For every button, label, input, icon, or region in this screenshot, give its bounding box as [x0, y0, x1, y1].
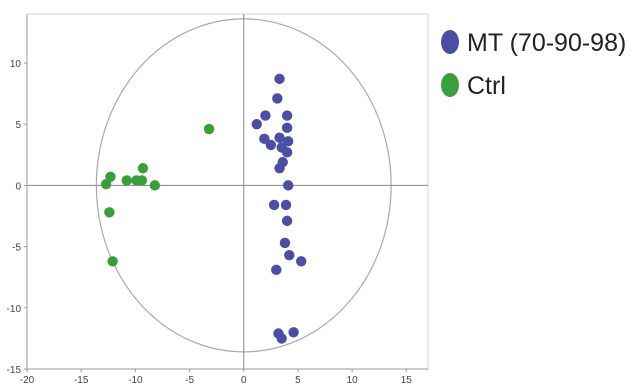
x-tick-label: -5 [185, 375, 194, 386]
ctrl-point [203, 123, 215, 135]
ctrl-point [137, 163, 149, 174]
mt-point [271, 264, 282, 276]
mt-point [295, 256, 307, 267]
mt-point [274, 163, 285, 174]
mt-point [276, 333, 287, 344]
mt-point [281, 110, 293, 121]
mt-point [279, 237, 291, 249]
ctrl-point [149, 180, 161, 191]
data-points [100, 73, 307, 344]
mt-point [274, 73, 285, 85]
y-tick-label: 0 [15, 181, 21, 192]
y-tick-label: -10 [7, 304, 22, 315]
legend-marker-mt [441, 30, 459, 54]
mt-point [281, 147, 293, 158]
legend-label-ctrl: Ctrl [467, 72, 506, 100]
ctrl-point [136, 175, 148, 186]
ctrl-point [121, 175, 132, 186]
x-tick-label: 0 [241, 375, 247, 386]
mt-point [281, 215, 293, 227]
mt-point [280, 199, 292, 211]
mt-point [272, 93, 283, 104]
legend-label-mt: MT (70-90-98) [467, 29, 626, 57]
x-tick-label: 10 [347, 375, 359, 386]
y-tick-label: -5 [12, 243, 21, 254]
x-tick-label: -10 [128, 375, 143, 386]
mt-point [288, 327, 299, 338]
y-tick-labels: 10 5 0 -5 -10 -15 [7, 59, 27, 376]
mt-point [260, 110, 271, 121]
mt-point [265, 139, 277, 151]
x-tick-label: -15 [74, 375, 89, 386]
ctrl-point [100, 178, 112, 190]
ctrl-point [104, 207, 115, 218]
x-tick-label: 15 [401, 375, 413, 386]
mt-point [251, 118, 262, 130]
legend-marker-ctrl [441, 73, 459, 97]
mt-point [284, 249, 295, 261]
plot-area [26, 13, 429, 370]
mt-point [274, 132, 285, 143]
mt-point [282, 180, 294, 191]
mt-point [268, 199, 280, 211]
x-tick-label: 5 [295, 375, 301, 386]
mt-point [281, 122, 293, 134]
legend: MT (70-90-98) Ctrl [441, 29, 626, 100]
mt-point [259, 133, 270, 145]
mt-point [282, 136, 294, 147]
ctrl-point [107, 256, 118, 267]
y-tick-label: 5 [15, 120, 21, 131]
y-tick-label: -15 [7, 365, 22, 376]
x-tick-labels: -20 -15 -10 -5 0 5 10 15 [20, 369, 413, 386]
x-tick-label: -20 [20, 375, 35, 386]
y-tick-label: 10 [10, 59, 22, 70]
